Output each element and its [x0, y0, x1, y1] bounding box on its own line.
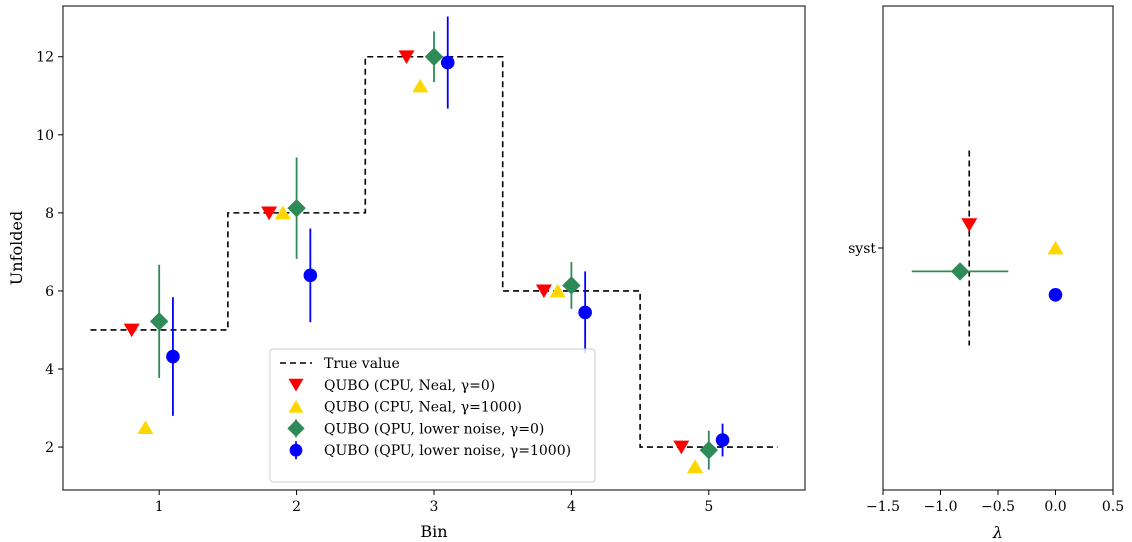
lambda-chart-ticks: −1.5 −1.0 −0.5 0.0 0.5: [866, 247, 1124, 515]
data-point: [398, 50, 415, 64]
y-tick-label: 8: [45, 206, 54, 222]
x-tick-label: 2: [292, 499, 301, 515]
data-point: [578, 305, 592, 320]
data-point: [699, 440, 719, 460]
data-point: [412, 78, 429, 93]
lambda-tick-label: −1.5: [866, 499, 900, 515]
data-point: [303, 268, 318, 283]
lambda-tick-label: 0.0: [1044, 499, 1066, 515]
legend-entry: QUBO (CPU, Neal, γ=1000): [324, 400, 522, 416]
y-tick-label: 2: [45, 440, 54, 456]
legend-marker: [288, 378, 304, 392]
legend-marker: [287, 419, 305, 438]
data-point: [149, 312, 169, 331]
y-axis-label: Unfolded: [7, 211, 26, 285]
main-chart-frame: [62, 5, 806, 491]
data-point: [1048, 288, 1063, 302]
lambda-tick-label: −0.5: [981, 499, 1015, 515]
legend-marker: [289, 443, 303, 457]
x-axis-label: Bin: [420, 522, 447, 541]
data-point: [1047, 240, 1064, 255]
legend-entry: True value: [324, 356, 400, 372]
legend-box: [269, 348, 596, 483]
data-point: [687, 459, 704, 473]
x-tick-label: 5: [704, 499, 713, 515]
lambda-axis-label: λ: [992, 523, 1003, 542]
data-point: [274, 205, 291, 220]
lambda-chart-marks: [911, 150, 1064, 346]
data-point: [137, 420, 154, 434]
x-tick-label: 4: [567, 499, 576, 515]
y-tick-label: 4: [45, 362, 54, 378]
main-chart-marks: [90, 16, 778, 473]
y-tick-label: 12: [36, 50, 54, 66]
data-point: [166, 349, 180, 364]
lambda-chart: −1.5 −1.0 −0.5 0.0 0.5 λ syst: [848, 5, 1124, 542]
lambda-tick-label: −1.0: [924, 499, 958, 515]
legend: True value QUBO (CPU, Neal, γ=0) QUBO (CPU…: [269, 348, 596, 483]
x-tick-label: 1: [155, 499, 164, 515]
data-point: [562, 276, 581, 295]
data-point: [715, 433, 730, 447]
legend-entry: QUBO (QPU, lower noise, γ=1000): [324, 443, 571, 459]
y-tick-label: 6: [45, 284, 54, 300]
data-point: [287, 198, 306, 218]
data-point: [261, 206, 278, 221]
data-point: [673, 440, 690, 455]
true-value-line: [90, 55, 778, 448]
syst-category-label: syst: [848, 241, 876, 257]
data-point: [961, 218, 978, 232]
y-tick-label: 10: [36, 128, 54, 144]
data-point: [549, 283, 566, 298]
lambda-chart-frame: [882, 5, 1114, 491]
legend-marker: [288, 399, 304, 413]
data-point: [440, 55, 455, 70]
lambda-tick-label: 0.5: [1102, 499, 1124, 515]
legend-entry: QUBO (QPU, lower noise, γ=0): [324, 421, 544, 437]
legend-entry: QUBO (CPU, Neal, γ=0): [324, 378, 495, 394]
data-point: [123, 323, 140, 338]
data-point: [950, 262, 970, 281]
data-point: [424, 47, 444, 66]
data-point: [535, 284, 552, 299]
x-tick-label: 3: [430, 499, 439, 515]
